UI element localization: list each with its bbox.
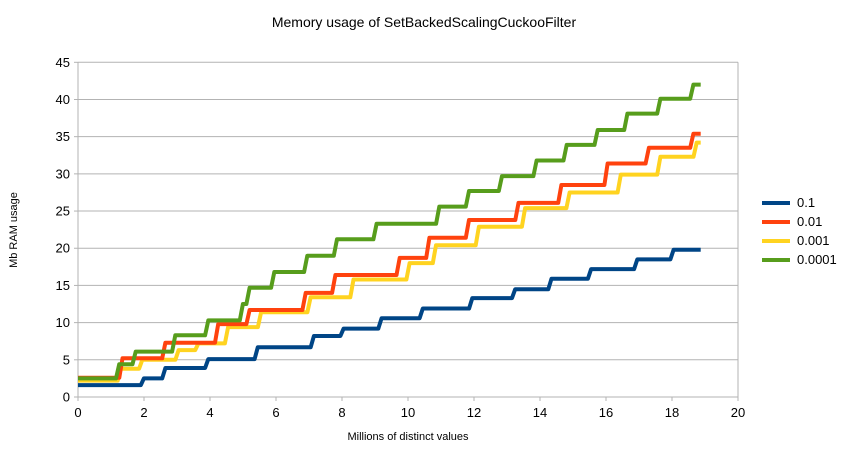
y-tick-label-20: 20 [56, 241, 70, 256]
y-tick-label-25: 25 [56, 204, 70, 219]
y-tick-label-10: 10 [56, 315, 70, 330]
series-line-0.0001 [78, 82, 701, 381]
legend-swatch-0.0001 [762, 257, 790, 262]
x-tick-label-16: 16 [599, 405, 613, 420]
legend-swatch-0.01 [762, 219, 790, 224]
y-tick-label-15: 15 [56, 278, 70, 293]
legend: 0.1 0.01 0.001 0.0001 [762, 196, 837, 266]
x-tick-label-2: 2 [140, 405, 147, 420]
legend-label-0.001: 0.001 [797, 233, 830, 248]
y-tick-label-0: 0 [63, 390, 70, 405]
x-tick-label-0: 0 [74, 405, 81, 420]
x-tick-label-14: 14 [533, 405, 547, 420]
y-tick-label-30: 30 [56, 166, 70, 181]
y-tick-label-45: 45 [56, 55, 70, 70]
series-line-0.01 [78, 131, 701, 380]
y-tick-label-5: 5 [63, 352, 70, 367]
legend-label-0.1: 0.1 [797, 195, 816, 210]
legend-label-0.0001: 0.0001 [797, 252, 837, 267]
x-tick-label-20: 20 [731, 405, 745, 420]
legend-item-0.1: 0.1 [762, 196, 837, 209]
x-tick-label-10: 10 [401, 405, 415, 420]
legend-swatch-0.1 [762, 200, 790, 205]
y-tick-label-40: 40 [56, 92, 70, 107]
x-tick-label-6: 6 [272, 405, 279, 420]
legend-label-0.01: 0.01 [797, 214, 823, 229]
legend-item-0.01: 0.01 [762, 215, 837, 228]
x-axis-title: Millions of distinct values [347, 431, 469, 443]
legend-item-0.0001: 0.0001 [762, 253, 837, 266]
chart-title: Memory usage of SetBackedScalingCuckooFi… [271, 14, 577, 30]
y-tick-label-35: 35 [56, 129, 70, 144]
x-tick-label-8: 8 [338, 405, 345, 420]
x-tick-label-18: 18 [665, 405, 679, 420]
x-tick-label-4: 4 [206, 405, 213, 420]
x-tick-label-12: 12 [467, 405, 481, 420]
series-line-0.1 [78, 247, 701, 388]
series-line-0.001 [78, 140, 701, 383]
legend-item-0.001: 0.001 [762, 234, 837, 247]
y-axis-title-text: Mb RAM usage [8, 192, 20, 268]
legend-swatch-0.001 [762, 238, 790, 243]
